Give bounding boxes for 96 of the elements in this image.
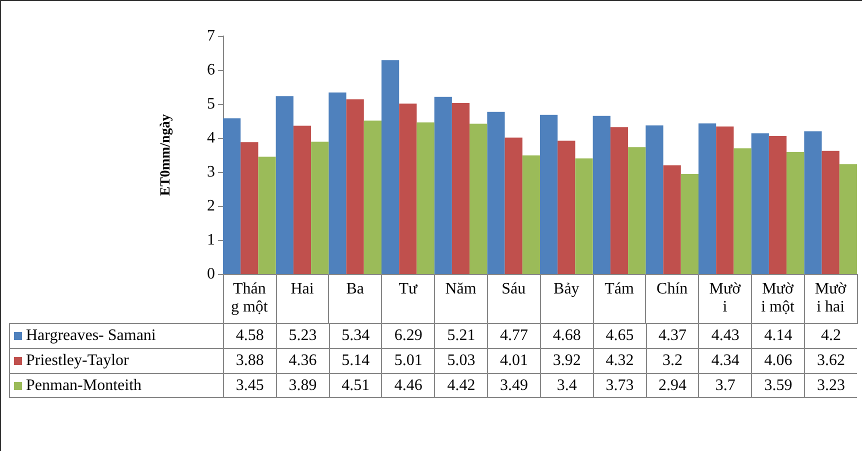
y-tick-label: 4 xyxy=(207,130,215,146)
x-tick-label: Chín xyxy=(656,280,688,298)
data-label: 6.29 xyxy=(381,324,434,348)
data-label: 3.4 xyxy=(540,374,593,397)
data-label: 3.62 xyxy=(804,349,857,373)
y-axis-title: ET0mm/ngày xyxy=(158,114,174,196)
x-tick-label: Tháng một xyxy=(230,280,268,316)
bar xyxy=(663,165,681,274)
bar xyxy=(240,142,258,274)
bar xyxy=(522,155,540,274)
bar xyxy=(364,120,382,274)
x-tick-label: Sáu xyxy=(502,280,526,298)
bar xyxy=(382,60,400,274)
x-tick-label: Năm xyxy=(445,280,477,298)
bar xyxy=(416,122,434,274)
y-tick-label: 3 xyxy=(207,164,215,180)
data-label: 5.14 xyxy=(328,349,382,373)
x-tick-label: Mười một xyxy=(761,280,795,316)
bar xyxy=(610,127,628,274)
data-label: 4.06 xyxy=(751,349,804,373)
data-label: 4.34 xyxy=(698,349,752,373)
y-tick-label: 0 xyxy=(207,266,215,282)
data-label: 3.88 xyxy=(223,349,276,373)
bar xyxy=(487,112,505,274)
bar xyxy=(223,118,241,274)
y-tick-label: 5 xyxy=(207,96,215,112)
data-label: 5.21 xyxy=(434,324,488,348)
data-label: 3.23 xyxy=(804,374,857,397)
x-tick-label: Mười hai xyxy=(814,280,847,316)
x-tick-label: Mười xyxy=(709,280,742,316)
x-tick-label: Bảy xyxy=(554,280,580,298)
bar xyxy=(822,150,840,274)
y-tick-label: 6 xyxy=(207,62,215,78)
x-tick-label: Tám xyxy=(604,280,634,298)
data-label: 2.94 xyxy=(646,374,698,397)
data-label: 4.68 xyxy=(540,324,593,348)
data-label: 4.42 xyxy=(434,374,488,397)
bar xyxy=(399,104,417,274)
bar xyxy=(628,147,646,274)
data-label: 3.73 xyxy=(592,374,646,397)
bar xyxy=(716,126,734,274)
data-label: 4.43 xyxy=(698,324,752,348)
data-label: 3.89 xyxy=(276,374,329,397)
bar xyxy=(470,124,488,274)
bar xyxy=(592,116,610,274)
bar xyxy=(558,140,576,274)
legend-label: Hargreaves- Samani xyxy=(26,327,156,345)
bar xyxy=(804,131,822,274)
data-label: 4.37 xyxy=(646,324,698,348)
bar xyxy=(540,114,558,274)
data-label: 4.77 xyxy=(487,324,540,348)
data-label: 3.59 xyxy=(751,374,804,397)
bar xyxy=(786,152,804,274)
bar xyxy=(452,102,470,274)
bar xyxy=(434,96,452,274)
bar xyxy=(839,164,857,274)
data-label: 3.92 xyxy=(540,349,593,373)
data-label: 3.7 xyxy=(698,374,752,397)
data-label: 3.45 xyxy=(223,374,276,397)
data-label: 4.65 xyxy=(592,324,646,348)
data-label: 5.23 xyxy=(276,324,329,348)
bar xyxy=(751,133,769,274)
bar xyxy=(680,174,698,274)
legend-label: Priestley-Taylor xyxy=(26,352,129,370)
y-tick-label: 1 xyxy=(207,232,215,248)
bar xyxy=(346,99,364,274)
bar xyxy=(698,123,716,274)
data-label: 4.46 xyxy=(381,374,434,397)
bar xyxy=(575,158,593,274)
bar xyxy=(646,125,664,274)
legend-label: Penman-Monteith xyxy=(26,376,142,394)
data-label: 4.01 xyxy=(487,349,540,373)
data-label: 4.36 xyxy=(276,349,329,373)
data-label: 4.58 xyxy=(223,324,276,348)
bar xyxy=(311,142,329,274)
bar xyxy=(768,136,787,274)
data-label: 5.34 xyxy=(328,324,382,348)
data-label: 3.49 xyxy=(487,374,540,397)
x-tick-label: Ba xyxy=(346,280,364,298)
bar xyxy=(276,96,294,274)
data-label: 5.01 xyxy=(381,349,434,373)
data-label: 5.03 xyxy=(434,349,488,373)
bar xyxy=(293,126,312,274)
bar xyxy=(258,156,276,274)
data-label: 4.14 xyxy=(751,324,804,348)
bar xyxy=(734,148,752,274)
data-label: 4.2 xyxy=(804,324,857,348)
data-label: 4.51 xyxy=(328,374,382,397)
x-tick-label: Hai xyxy=(290,280,314,298)
data-label: 4.32 xyxy=(592,349,646,373)
x-tick-label: Tư xyxy=(398,280,418,298)
data-label: 3.2 xyxy=(646,349,698,373)
bar xyxy=(328,92,346,274)
y-tick-label: 7 xyxy=(207,28,215,44)
y-tick-label: 2 xyxy=(207,198,215,214)
bar xyxy=(504,138,522,274)
